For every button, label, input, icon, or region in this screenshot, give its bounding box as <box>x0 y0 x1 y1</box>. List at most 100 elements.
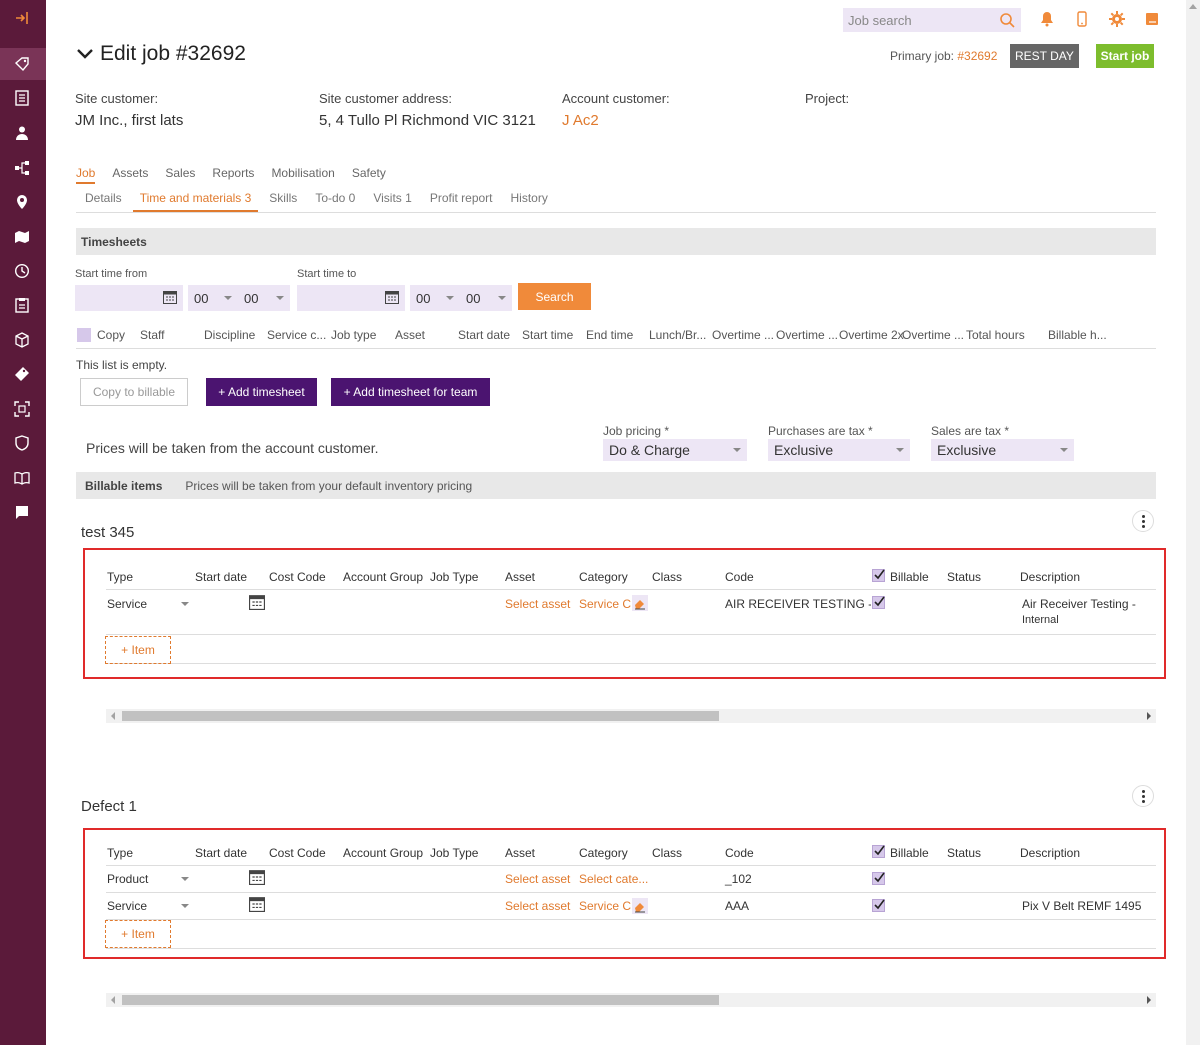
col-account-group[interactable]: Account Group <box>343 846 424 860</box>
scroll-right-arrow-icon[interactable] <box>1147 712 1151 720</box>
tab-todo[interactable]: To-do 0 <box>315 191 356 205</box>
add-item-button[interactable]: + Item <box>105 920 171 948</box>
group-menu-button[interactable] <box>1132 510 1154 532</box>
job-pricing-select[interactable]: Do & Charge <box>603 439 747 461</box>
eraser-icon[interactable] <box>632 898 648 914</box>
type-value[interactable]: Service <box>107 597 148 611</box>
start-to-minute-select[interactable]: 00 <box>460 285 512 311</box>
col-category[interactable]: Category <box>579 570 628 584</box>
table-row[interactable]: Service Select asset Service C AAA Pix V… <box>106 893 1156 920</box>
col-account-group[interactable]: Account Group <box>343 570 424 584</box>
horizontal-scrollbar[interactable] <box>106 709 1156 723</box>
horizontal-scrollbar[interactable] <box>106 993 1156 1007</box>
col-billable[interactable]: Billable <box>890 570 929 584</box>
tab-visits[interactable]: Visits 1 <box>373 191 412 205</box>
col-billable[interactable]: Billable <box>890 846 929 860</box>
map-pin-icon[interactable] <box>12 192 32 212</box>
vertical-scrollbar[interactable] <box>1186 0 1200 1045</box>
user-icon[interactable] <box>12 123 32 143</box>
tab-sales[interactable]: Sales <box>165 166 196 180</box>
start-job-button[interactable]: Start job <box>1096 44 1154 68</box>
account-customer-link[interactable]: J Ac2 <box>562 112 599 129</box>
col-end-time[interactable]: End time <box>586 328 634 342</box>
col-overtime-1[interactable]: Overtime ... <box>712 328 775 342</box>
shield-icon[interactable] <box>12 433 32 453</box>
bell-icon[interactable] <box>1039 11 1057 29</box>
col-status[interactable]: Status <box>947 570 982 584</box>
sign-in-icon[interactable] <box>12 8 32 28</box>
primary-job-link[interactable]: #32692 <box>957 49 998 63</box>
clipboard-icon[interactable] <box>12 295 32 315</box>
clock-icon[interactable] <box>12 261 32 281</box>
col-asset[interactable]: Asset <box>505 846 536 860</box>
tab-job[interactable]: Job <box>76 166 96 184</box>
col-asset[interactable]: Asset <box>395 328 426 342</box>
type-dropdown-caret[interactable] <box>181 602 189 606</box>
checklist-icon[interactable] <box>12 88 32 108</box>
col-description[interactable]: Description <box>1020 846 1081 860</box>
col-total-hours[interactable]: Total hours <box>966 328 1025 342</box>
map-icon[interactable] <box>12 227 32 247</box>
calendar-icon[interactable] <box>249 594 265 610</box>
tab-skills[interactable]: Skills <box>269 191 298 205</box>
col-status[interactable]: Status <box>947 846 982 860</box>
book-icon[interactable] <box>12 468 32 488</box>
col-overtime-3[interactable]: Overtime ... <box>902 328 965 342</box>
col-lunch-break[interactable]: Lunch/Br... <box>649 328 707 342</box>
start-time-to-date-input[interactable] <box>297 285 405 311</box>
col-description[interactable]: Description <box>1020 570 1081 584</box>
col-service-code[interactable]: Service c... <box>267 328 327 342</box>
billable-checkbox[interactable] <box>872 899 885 912</box>
tab-safety[interactable]: Safety <box>351 166 386 180</box>
col-job-type[interactable]: Job type <box>331 328 377 342</box>
eraser-icon[interactable] <box>632 595 648 611</box>
col-billable-hours[interactable]: Billable h... <box>1048 328 1107 342</box>
col-cost-code[interactable]: Cost Code <box>269 846 326 860</box>
tab-history[interactable]: History <box>510 191 548 205</box>
col-discipline[interactable]: Discipline <box>204 328 256 342</box>
type-value[interactable]: Product <box>107 872 149 886</box>
col-job-type[interactable]: Job Type <box>430 846 479 860</box>
search-icon[interactable] <box>999 12 1015 28</box>
billable-checkbox[interactable] <box>872 872 885 885</box>
col-code[interactable]: Code <box>725 846 754 860</box>
type-dropdown-caret[interactable] <box>181 904 189 908</box>
start-from-hour-select[interactable]: 00 <box>188 285 238 311</box>
search-button[interactable]: Search <box>518 283 591 310</box>
col-class[interactable]: Class <box>652 846 683 860</box>
col-type[interactable]: Type <box>107 570 134 584</box>
tab-assets[interactable]: Assets <box>112 166 149 180</box>
scrollbar-thumb[interactable] <box>122 995 719 1005</box>
copy-to-billable-button[interactable]: Copy to billable <box>80 378 188 406</box>
table-row[interactable]: Product Select asset Select cate... _102 <box>106 866 1156 893</box>
billable-all-checkbox[interactable] <box>872 845 885 858</box>
col-job-type[interactable]: Job Type <box>430 570 479 584</box>
tags-icon[interactable] <box>12 54 32 74</box>
hierarchy-icon[interactable] <box>12 158 32 178</box>
start-from-minute-select[interactable]: 00 <box>238 285 290 311</box>
col-type[interactable]: Type <box>107 846 134 860</box>
col-start-time[interactable]: Start time <box>522 328 574 342</box>
category-link[interactable]: Select cate... <box>579 872 649 886</box>
col-start-date[interactable]: Start date <box>458 328 511 342</box>
col-class[interactable]: Class <box>652 570 683 584</box>
add-timesheet-for-team-button[interactable]: + Add timesheet for team <box>331 378 490 406</box>
gear-icon[interactable] <box>1109 11 1127 29</box>
col-asset[interactable]: Asset <box>505 570 536 584</box>
tab-details[interactable]: Details <box>85 191 122 205</box>
calendar-icon[interactable] <box>249 869 265 885</box>
table-row[interactable]: Service Select asset Service C AIR RECEI… <box>106 590 1156 635</box>
category-link[interactable]: Service C <box>579 597 631 611</box>
tab-profit-report[interactable]: Profit report <box>429 191 493 205</box>
select-asset-link[interactable]: Select asset <box>505 872 571 886</box>
scrollbar-thumb[interactable] <box>122 711 719 721</box>
type-value[interactable]: Service <box>107 899 148 913</box>
col-code[interactable]: Code <box>725 570 754 584</box>
tab-reports[interactable]: Reports <box>212 166 255 180</box>
calendar-icon[interactable] <box>249 896 265 912</box>
scan-icon[interactable] <box>12 399 32 419</box>
col-category[interactable]: Category <box>579 846 628 860</box>
col-staff[interactable]: Staff <box>140 328 165 342</box>
col-overtime-2x[interactable]: Overtime 2x <box>839 328 904 342</box>
rest-day-badge[interactable]: REST DAY <box>1010 44 1079 68</box>
